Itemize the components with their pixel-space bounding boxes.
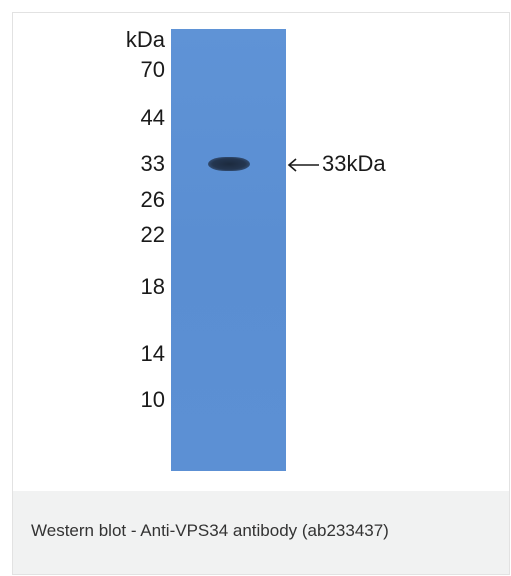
ladder-marker-10: 10: [140, 387, 165, 412]
western-blot-image[interactable]: kDa 70 44 33 26 22 18 14 10 33kDa: [13, 13, 509, 491]
ladder-marker-33: 33: [140, 151, 165, 176]
band-annotation: 33kDa: [286, 152, 386, 176]
figure-card: kDa 70 44 33 26 22 18 14 10 33kDa Wester…: [12, 12, 510, 575]
ladder-marker-18: 18: [140, 274, 165, 299]
molecular-weight-ladder: kDa 70 44 33 26 22 18 14 10: [109, 13, 165, 491]
ladder-marker-26: 26: [140, 187, 165, 212]
gel-lane: [171, 29, 286, 471]
caption-bar: Western blot - Anti-VPS34 antibody (ab23…: [13, 491, 509, 574]
ladder-marker-14: 14: [140, 341, 165, 366]
image-caption: Western blot - Anti-VPS34 antibody (ab23…: [31, 521, 389, 540]
ladder-marker-70: 70: [140, 57, 165, 82]
band-size-label: 33kDa: [322, 151, 386, 176]
protein-band: [208, 157, 250, 171]
ladder-unit-label: kDa: [125, 27, 165, 52]
ladder-marker-44: 44: [140, 105, 165, 130]
left-arrow-icon: [286, 153, 320, 175]
ladder-marker-22: 22: [140, 222, 165, 247]
